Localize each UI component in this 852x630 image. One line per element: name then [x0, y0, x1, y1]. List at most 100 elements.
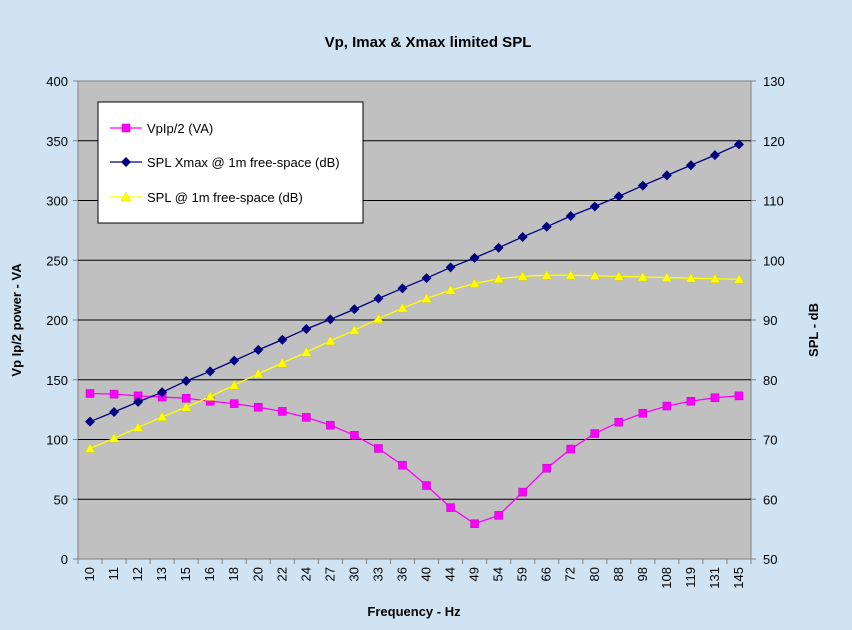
- x-tick-label: 15: [178, 567, 193, 581]
- x-tick-label: 30: [346, 567, 361, 581]
- y2-tick-label: 50: [763, 552, 777, 567]
- data-point: [541, 269, 552, 280]
- data-point: [84, 443, 96, 453]
- data-point: [446, 503, 455, 512]
- series-line: [89, 143, 740, 423]
- data-point: [685, 160, 696, 171]
- x-tick-label: 18: [226, 567, 241, 581]
- data-point: [349, 324, 360, 335]
- data-point: [542, 463, 551, 473]
- data-point: [614, 417, 624, 427]
- y-tick-label: 300: [46, 194, 68, 209]
- x-tick-label: 88: [611, 567, 626, 581]
- x-tick-label: 119: [683, 567, 698, 588]
- data-point: [565, 269, 576, 280]
- data-point: [132, 422, 144, 432]
- data-point: [566, 444, 575, 454]
- y-tick-label: 250: [46, 253, 68, 268]
- legend-marker: [121, 123, 131, 133]
- x-tick-label: 49: [467, 567, 482, 581]
- x-tick-label: 36: [394, 567, 409, 581]
- data-point: [254, 402, 263, 412]
- data-point: [278, 407, 287, 416]
- x-tick-label: 145: [731, 567, 746, 589]
- data-point: [613, 191, 624, 202]
- y2-tick-label: 80: [763, 373, 777, 388]
- data-point: [517, 231, 528, 242]
- y-tick-label: 400: [46, 74, 68, 89]
- data-point: [638, 408, 648, 418]
- x-tick-label: 33: [370, 567, 385, 581]
- data-point: [661, 272, 673, 282]
- chart-title: Vp, Imax & Xmax limited SPL: [325, 34, 532, 51]
- data-point: [518, 487, 527, 497]
- x-tick-label: 72: [563, 567, 578, 581]
- data-point: [301, 323, 312, 334]
- x-tick-label: 10: [82, 567, 97, 581]
- data-point: [493, 273, 504, 283]
- x-tick-label: 44: [443, 567, 458, 581]
- x-tick-label: 13: [154, 567, 169, 581]
- y-tick-label: 150: [46, 373, 68, 388]
- data-point: [398, 460, 407, 470]
- tick-labels: 0 50 100 150 200 250 300 350 400 50 60 70 80 90 100 110…: [46, 74, 784, 589]
- legend-label: VpIp/2 (VA): [147, 121, 213, 136]
- data-point: [253, 368, 264, 378]
- y2-tick-label: 90: [763, 313, 777, 328]
- series-1: [85, 139, 744, 427]
- legend-item: SPL @ 1m free-space (dB): [110, 190, 303, 205]
- x-tick-label: 131: [707, 567, 722, 589]
- data-point: [374, 444, 383, 453]
- data-point: [590, 429, 600, 438]
- data-point: [204, 391, 216, 401]
- x-tick-label: 16: [202, 567, 217, 581]
- y2-tick-label: 70: [763, 433, 777, 448]
- data-point: [710, 393, 720, 402]
- data-point: [397, 283, 408, 294]
- x-tick-label: 66: [539, 567, 554, 581]
- data-point: [661, 170, 672, 181]
- data-point: [302, 413, 311, 422]
- y-tick-label: 0: [61, 552, 68, 567]
- data-point: [709, 273, 721, 283]
- data-point: [277, 357, 288, 368]
- x-tick-label: 40: [419, 567, 434, 581]
- data-point: [277, 334, 288, 345]
- data-point: [397, 302, 408, 313]
- series-2: [84, 269, 745, 453]
- y-axis-title: Vp Ip/2 power - VA: [9, 263, 24, 377]
- x-tick-label: 80: [587, 567, 602, 581]
- data-point: [181, 375, 192, 386]
- data-point: [637, 271, 649, 282]
- y2-tick-label: 130: [763, 74, 785, 89]
- data-point: [589, 270, 601, 280]
- series-layer: [84, 139, 745, 528]
- x-tick-label: 108: [659, 567, 674, 589]
- x-tick-label: 54: [491, 567, 506, 581]
- legend-marker: [121, 157, 131, 167]
- data-point: [109, 389, 119, 399]
- y2-tick-label: 120: [763, 134, 785, 149]
- data-point: [228, 379, 240, 390]
- x-tick-label: 27: [322, 567, 337, 581]
- data-point: [469, 252, 480, 263]
- data-point: [349, 304, 360, 315]
- data-point: [733, 139, 744, 150]
- y-tick-label: 100: [46, 433, 68, 448]
- data-point: [445, 284, 456, 295]
- x-tick-label: 98: [635, 567, 650, 581]
- y-tick-label: 50: [54, 492, 68, 507]
- data-point: [686, 397, 696, 406]
- legend-label: SPL @ 1m free-space (dB): [147, 190, 303, 205]
- data-point: [326, 420, 335, 430]
- data-point: [253, 344, 264, 355]
- data-point: [517, 271, 528, 281]
- data-point: [685, 272, 697, 283]
- data-point: [108, 432, 120, 443]
- data-point: [133, 396, 144, 407]
- legend-label: SPL Xmax @ 1m free-space (dB): [147, 155, 340, 170]
- y-tick-label: 350: [46, 134, 68, 149]
- y2-tick-label: 110: [763, 194, 784, 209]
